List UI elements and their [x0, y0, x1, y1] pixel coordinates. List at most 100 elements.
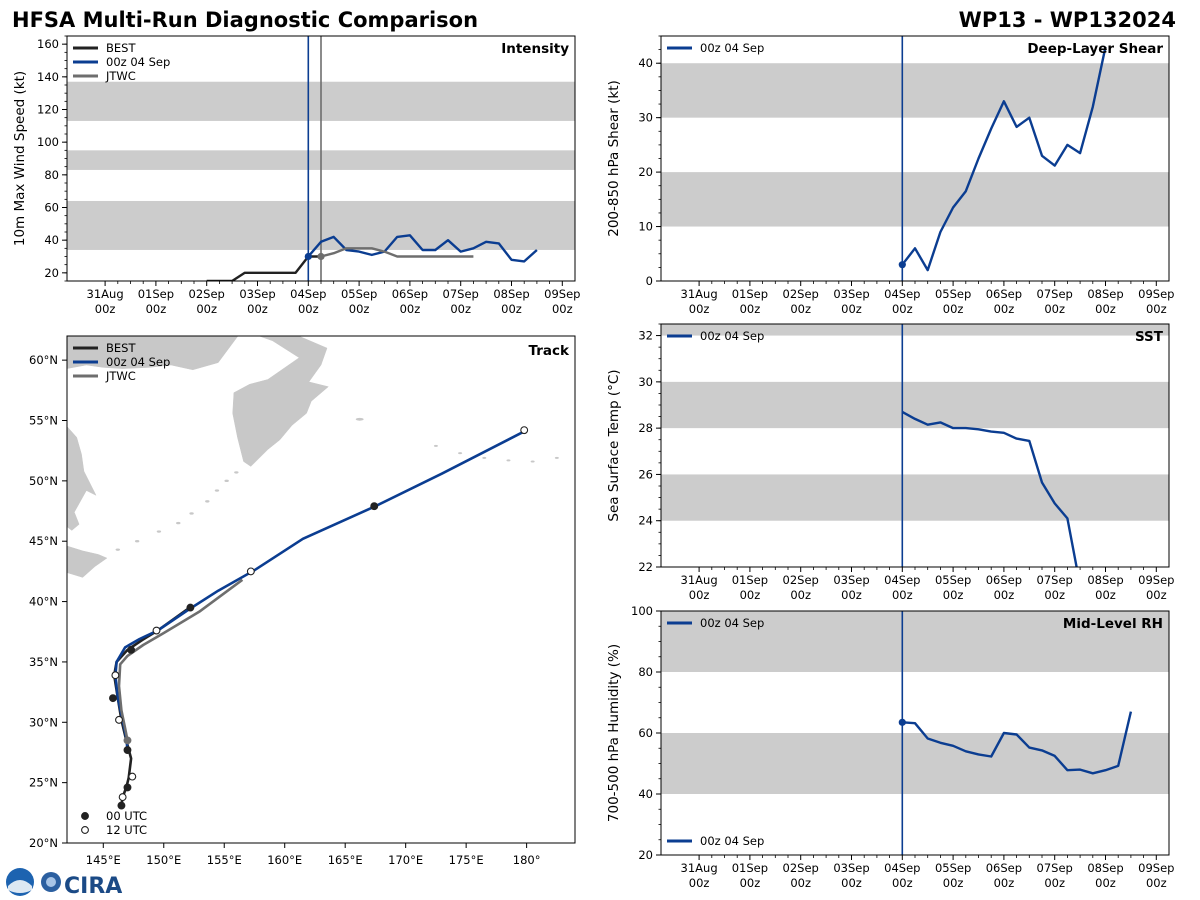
lon-tick-label: 155°E [207, 853, 242, 867]
threshold-band [661, 63, 1169, 118]
legend-label: 00z 04 Sep [106, 355, 170, 369]
kuril-island [205, 500, 210, 503]
legend-label: 00z 04 Sep [700, 329, 764, 343]
legend-label: 00z 04 Sep [700, 616, 764, 630]
initial-point [317, 252, 325, 261]
x-tick-label: 08Sep [493, 287, 529, 301]
best-track-point [186, 603, 195, 612]
hokkaido-land [67, 545, 108, 578]
x-tick-label: 03Sep [239, 287, 275, 301]
sst-panel: 22242628303231Aug00z01Sep00z02Sep00z03Se… [606, 323, 1174, 602]
x-tick-label-hour: 00z [1044, 588, 1065, 602]
legend-label: BEST [106, 41, 136, 55]
track-layer [109, 426, 529, 810]
marker-legend-label: 12 UTC [106, 823, 147, 837]
x-tick-label-hour: 00z [1095, 302, 1116, 316]
x-tick-label-hour: 00z [841, 588, 862, 602]
best-track-point [109, 694, 117, 703]
x-tick-label-hour: 00z [943, 302, 964, 316]
logo: CIRA [6, 868, 122, 899]
y-tick-label: 80 [44, 168, 59, 182]
x-tick-label: 04Sep [884, 287, 920, 301]
y-tick-label: 160 [37, 37, 59, 51]
x-tick-label: 06Sep [392, 287, 428, 301]
x-tick-label-hour: 00z [95, 302, 116, 316]
x-tick-label-hour: 00z [298, 302, 319, 316]
x-tick-label: 07Sep [1037, 287, 1073, 301]
lat-tick-label: 55°N [29, 414, 58, 428]
initial-point [898, 261, 906, 269]
kuril-island [189, 512, 194, 515]
run-track-point [111, 671, 120, 680]
x-tick-label: 01Sep [732, 287, 768, 301]
legend-label: BEST [106, 341, 136, 355]
x-tick-label: 04Sep [884, 861, 920, 875]
y-tick-label: 0 [646, 274, 653, 288]
cira-logo-text: CIRA [64, 874, 122, 899]
x-tick-label: 04Sep [290, 287, 326, 301]
y-tick-label: 60 [44, 201, 59, 215]
lat-tick-label: 35°N [29, 655, 58, 669]
x-tick-label: 02Sep [783, 287, 819, 301]
marker-legend-symbol [81, 812, 89, 820]
series-line-00z-04-sep [901, 46, 1107, 272]
y-tick-label: 120 [37, 103, 59, 117]
run-track-point [246, 567, 255, 576]
threshold-band [661, 474, 1169, 521]
x-tick-label-hour: 00z [1095, 876, 1116, 890]
figure-title: HFSA Multi-Run Diagnostic Comparison [12, 8, 478, 32]
x-tick-label-hour: 00z [1146, 876, 1167, 890]
y-tick-label: 140 [37, 70, 59, 84]
best-track-point [127, 645, 136, 654]
panel-title: Deep-Layer Shear [1027, 41, 1163, 57]
aleutian-island [506, 459, 511, 462]
y-tick-label: 40 [44, 233, 59, 247]
legend-label: JTWC [105, 369, 136, 383]
series-line-00z-04-sep [902, 711, 1133, 775]
aleutian-island [433, 444, 438, 447]
x-tick-label: 02Sep [783, 861, 819, 875]
y-tick-label: 20 [638, 848, 653, 862]
x-tick-label: 03Sep [833, 287, 869, 301]
x-tick-label-hour: 00z [892, 876, 913, 890]
lon-tick-label: 180° [513, 853, 541, 867]
x-tick-label: 08Sep [1087, 573, 1123, 587]
x-tick-label-hour: 00z [1146, 588, 1167, 602]
commander-island [355, 417, 364, 421]
x-tick-label-hour: 00z [247, 302, 268, 316]
x-tick-label-hour: 00z [892, 302, 913, 316]
x-tick-label-hour: 00z [501, 302, 522, 316]
x-tick-label: 31Aug [681, 573, 718, 587]
threshold-band [661, 733, 1169, 794]
run-track-point [152, 626, 161, 635]
panel-title: Intensity [501, 41, 569, 57]
initial-point [304, 252, 312, 261]
x-tick-label-hour: 00z [146, 302, 167, 316]
x-tick-label: 09Sep [1138, 573, 1174, 587]
lon-tick-label: 150°E [146, 853, 181, 867]
y-tick-label: 28 [638, 421, 653, 435]
y-axis-label: 10m Max Wind Speed (kt) [12, 71, 28, 246]
lon-tick-label: 145°E [86, 853, 121, 867]
y-tick-label: 20 [638, 165, 653, 179]
x-tick-label-hour: 00z [1044, 302, 1065, 316]
lon-tick-label: 175°E [449, 853, 484, 867]
aleutian-island [482, 456, 487, 459]
x-tick-label-hour: 00z [1095, 588, 1116, 602]
x-tick-label-hour: 00z [790, 876, 811, 890]
x-tick-label: 06Sep [986, 861, 1022, 875]
threshold-band [661, 172, 1169, 227]
x-tick-label-hour: 00z [552, 302, 573, 316]
legend-label: 00z 04 Sep [700, 41, 764, 55]
x-tick-label-hour: 00z [790, 588, 811, 602]
x-tick-label-hour: 00z [994, 302, 1015, 316]
lat-tick-label: 40°N [29, 595, 58, 609]
x-tick-label: 31Aug [681, 287, 718, 301]
lat-tick-label: 45°N [29, 534, 58, 548]
threshold-band [661, 381, 1169, 429]
x-tick-label-hour: 00z [400, 302, 421, 316]
run-track-point [123, 746, 132, 754]
track-panel: 145°E 150°E 155°E 160°E 165°E 170°E 175°E 180° 2… [29, 335, 576, 867]
x-tick-label-hour: 00z [740, 302, 761, 316]
panel-title: Mid-Level RH [1063, 616, 1163, 632]
